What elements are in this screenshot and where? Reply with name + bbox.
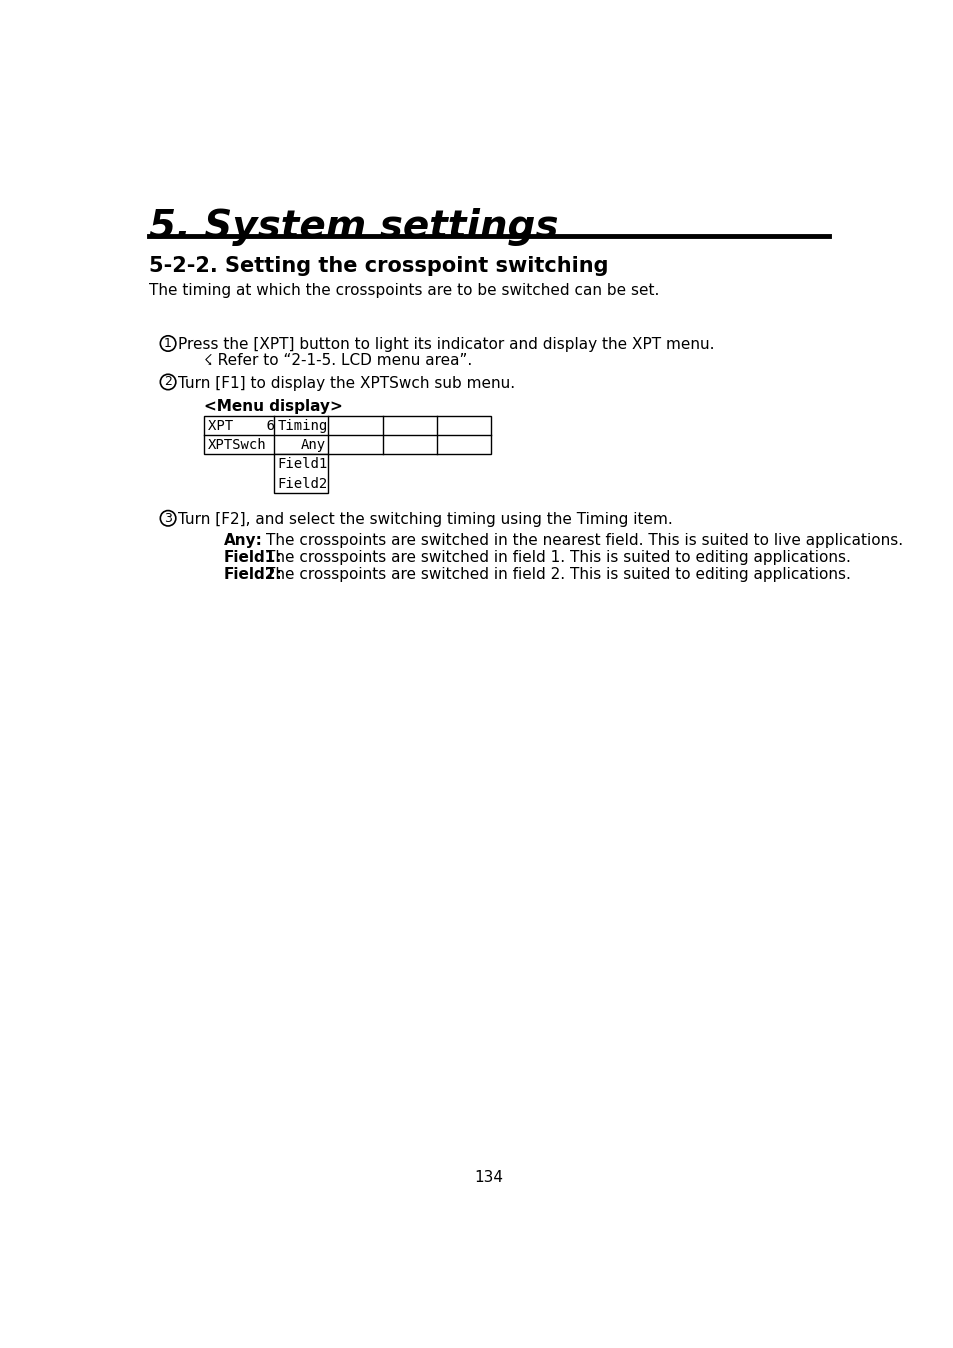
Text: Field1: Field1 bbox=[277, 457, 327, 472]
Text: Any: Any bbox=[300, 438, 325, 452]
Bar bbox=[204, 417, 491, 454]
Text: 134: 134 bbox=[474, 1170, 503, 1185]
Text: Press the [XPT] button to light its indicator and display the XPT menu.: Press the [XPT] button to light its indi… bbox=[178, 337, 714, 352]
Text: Turn [F1] to display the XPTSwch sub menu.: Turn [F1] to display the XPTSwch sub men… bbox=[178, 376, 515, 391]
Bar bbox=[274, 454, 328, 493]
Text: Field2: Field2 bbox=[277, 477, 327, 491]
Circle shape bbox=[160, 375, 175, 390]
Circle shape bbox=[160, 336, 175, 352]
Text: 5-2-2. Setting the crosspoint switching: 5-2-2. Setting the crosspoint switching bbox=[149, 256, 608, 276]
Circle shape bbox=[160, 511, 175, 526]
Text: XPT    6: XPT 6 bbox=[208, 419, 274, 433]
Text: 3: 3 bbox=[164, 512, 172, 524]
Text: 5. System settings: 5. System settings bbox=[149, 208, 558, 245]
Text: Field2:: Field2: bbox=[224, 566, 282, 582]
Text: XPTSwch: XPTSwch bbox=[208, 438, 266, 452]
Text: Timing: Timing bbox=[277, 419, 327, 433]
Text: The crosspoints are switched in field 1. This is suited to editing applications.: The crosspoints are switched in field 1.… bbox=[266, 550, 850, 565]
Text: The crosspoints are switched in field 2. This is suited to editing applications.: The crosspoints are switched in field 2.… bbox=[266, 566, 850, 582]
Text: The crosspoints are switched in the nearest field. This is suited to live applic: The crosspoints are switched in the near… bbox=[266, 532, 902, 547]
Text: Any:: Any: bbox=[224, 532, 262, 547]
Text: The timing at which the crosspoints are to be switched can be set.: The timing at which the crosspoints are … bbox=[149, 283, 659, 298]
Text: <Menu display>: <Menu display> bbox=[204, 399, 343, 414]
Text: Field1:: Field1: bbox=[224, 550, 282, 565]
Text: 2: 2 bbox=[164, 376, 172, 388]
Text: Turn [F2], and select the switching timing using the Timing item.: Turn [F2], and select the switching timi… bbox=[178, 512, 672, 527]
Text: ☇ Refer to “2-1-5. LCD menu area”.: ☇ Refer to “2-1-5. LCD menu area”. bbox=[204, 353, 473, 368]
Text: 1: 1 bbox=[164, 337, 172, 350]
